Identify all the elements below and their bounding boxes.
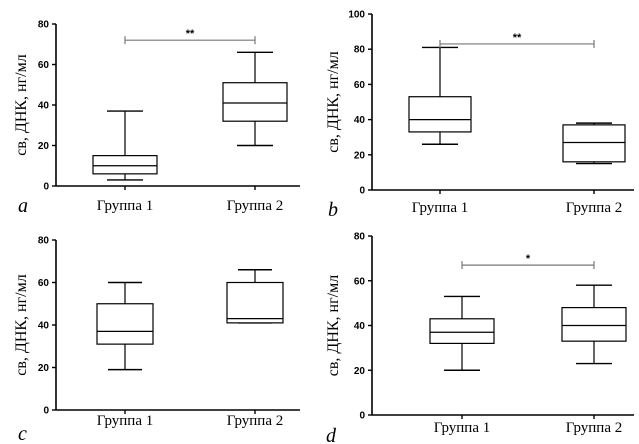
box-c-2-iqr [226,281,284,324]
panel-b-ytick-label-5: 100 [348,10,365,21]
panel-b-significance-label: ** [513,32,522,44]
panel-b-letter: b [328,199,338,221]
panel-a-significance-label: ** [186,28,195,40]
panel-a-letter: a [18,195,28,217]
panel-a-ytick-label-0: 0 [43,182,49,193]
box-b-2-iqr [562,124,626,163]
panel-c-ytick-label-1: 20 [38,363,50,374]
panel-d-category-label-1: Группа 1 [434,420,491,436]
panel-d-ytick-label-4: 80 [354,232,366,243]
panel-d-letter: d [326,425,337,444]
panel-d-ylabel: св, ДНК, нг/мл [325,275,342,376]
panel-c-category-label-2: Группа 2 [227,413,284,429]
panel-a-category-label-2: Группа 2 [227,198,284,214]
panel-d-ytick-label-2: 40 [354,321,366,332]
box-a-2-iqr [222,82,288,122]
panel-c-ytick-label-2: 40 [38,321,50,332]
panel-d-significance-label: * [526,253,531,265]
panel-b-ylabel: св, ДНК, нг/мл [325,51,342,152]
panel-b-category-label-2: Группа 2 [566,200,623,216]
box-d-1-iqr [429,318,495,345]
panel-d-ytick-label-0: 0 [359,411,365,422]
box-d-2-iqr [561,307,627,342]
box-a-1-iqr [92,155,158,175]
panel-d-ytick-label-3: 60 [354,276,366,287]
panel-a-ytick-label-2: 40 [38,101,50,112]
panel-c-category-label-1: Группа 1 [97,413,154,429]
panel-a-ytick-label-4: 80 [38,20,50,31]
panel-c-ytick-label-3: 60 [38,278,50,289]
panel-a-ylabel: св, ДНК, нг/мл [13,54,30,155]
panel-c-ytick-label-0: 0 [43,406,49,417]
panel-b-ytick-label-2: 40 [354,115,366,126]
panel-b-ytick-label-1: 20 [354,150,366,161]
panel-a-ytick-label-3: 60 [38,60,50,71]
panel-a-ytick-label-1: 20 [38,141,50,152]
panel-b-ytick-label-4: 80 [354,45,366,56]
panel-b-category-label-1: Группа 1 [412,200,469,216]
panel-d-ytick-label-1: 20 [354,366,366,377]
panel-c-letter: c [18,423,27,444]
panel-c-ytick-label-4: 80 [38,236,50,247]
box-c-1-iqr [96,303,154,345]
box-b-1-iqr [408,96,472,133]
panel-a-category-label-1: Группа 1 [97,198,154,214]
panel-d-category-label-2: Группа 2 [566,420,623,436]
panel-b-ytick-label-0: 0 [359,186,365,197]
panel-b-ytick-label-3: 60 [354,80,366,91]
panel-c-ylabel: св, ДНК, нг/мл [13,274,30,375]
